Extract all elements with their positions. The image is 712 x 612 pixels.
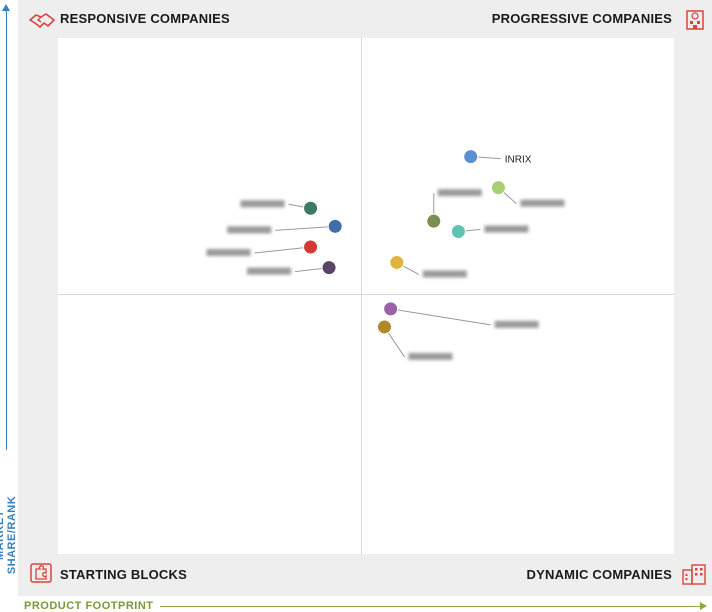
quadrant-label-progressive: PROGRESSIVE COMPANIES xyxy=(491,11,672,26)
quadrant-label-dynamic: DYNAMIC COMPANIES xyxy=(526,567,672,582)
blurred-label xyxy=(408,352,453,360)
leader-line xyxy=(275,225,336,231)
company-point[interactable] xyxy=(389,254,405,270)
company-point[interactable] xyxy=(327,218,343,234)
company-point[interactable] xyxy=(303,200,319,216)
vertical-divider xyxy=(361,38,362,554)
y-axis-arrow xyxy=(2,4,10,11)
x-axis-line xyxy=(160,606,700,607)
company-point[interactable] xyxy=(303,239,319,255)
puzzle-icon xyxy=(30,563,52,583)
x-axis-label: PRODUCT FOOTPRINT xyxy=(24,600,154,612)
building-icon xyxy=(686,10,704,30)
blurred-label xyxy=(520,199,565,207)
blurred-label xyxy=(206,248,251,256)
y-axis-line xyxy=(6,10,7,450)
blurred-label xyxy=(247,267,292,275)
company-point[interactable] xyxy=(490,180,506,196)
blurred-label xyxy=(240,200,285,208)
handshake-icon xyxy=(29,13,55,28)
leader-line xyxy=(254,246,311,254)
buildings-icon xyxy=(682,564,706,585)
quadrant-label-starting-blocks: STARTING BLOCKS xyxy=(60,567,187,582)
plot-area xyxy=(58,38,674,554)
company-point[interactable] xyxy=(450,224,466,239)
x-axis-arrow xyxy=(700,602,707,610)
quadrant-label-responsive: RESPONSIVE COMPANIES xyxy=(60,11,230,26)
company-point[interactable] xyxy=(426,213,442,229)
blurred-label xyxy=(494,320,539,328)
company-label: INRIX xyxy=(505,155,532,166)
blurred-label xyxy=(437,189,482,197)
company-point[interactable] xyxy=(321,260,337,276)
blurred-label xyxy=(227,226,272,234)
horizontal-divider xyxy=(58,294,674,295)
company-point[interactable] xyxy=(376,319,392,335)
company-point[interactable] xyxy=(383,301,399,317)
leader-line xyxy=(390,308,491,326)
blurred-label xyxy=(484,225,529,233)
company-point[interactable] xyxy=(463,149,479,165)
blurred-label xyxy=(422,270,467,278)
